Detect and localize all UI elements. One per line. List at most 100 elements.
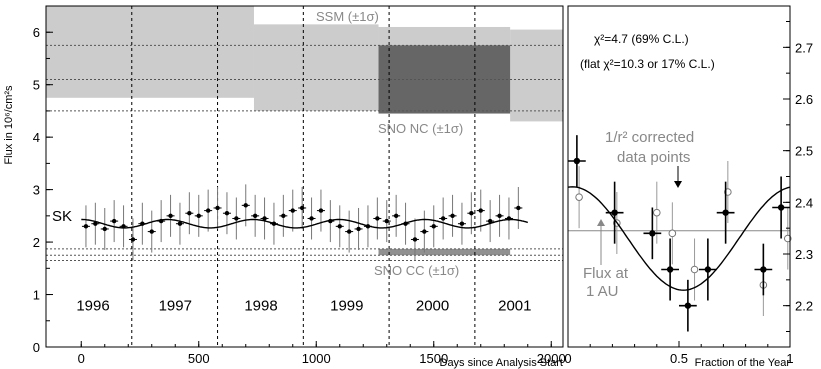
sk-phase-data-point <box>760 266 767 273</box>
sk-data-point <box>440 216 446 221</box>
sk-data-point <box>299 205 305 211</box>
sk-data-point <box>478 208 483 213</box>
y-tick-label: 1 <box>33 288 40 303</box>
sk-data-point <box>487 218 493 224</box>
flat-chi2-annotation: (flat χ²=10.3 or 17% C.L.) <box>580 57 715 71</box>
chi2-annotation: χ²=4.7 (69% C.L.) <box>594 32 689 46</box>
sk-data-point <box>149 229 154 234</box>
sk-data-point <box>450 213 455 219</box>
phase-fit-curve <box>567 186 791 291</box>
right-y-tick-label: 2.4 <box>795 195 813 210</box>
year-label: 1996 <box>76 297 109 314</box>
phase-data-points <box>568 135 792 332</box>
y-tick-label: 3 <box>33 183 40 198</box>
sk-data-point <box>516 205 521 211</box>
sk-data-point <box>422 229 427 234</box>
sk-data-point <box>187 211 192 216</box>
right-x-tick-label: 1 <box>786 351 793 366</box>
x-tick-label: 0 <box>78 351 85 366</box>
flux-au-arrow-head <box>597 219 605 226</box>
sno-cc-band <box>378 248 511 256</box>
sk-data-point <box>497 213 502 219</box>
sk-data-point <box>459 221 465 226</box>
sk-data-point <box>196 213 201 219</box>
year-label: 1999 <box>330 297 363 314</box>
y-tick-label: 5 <box>33 78 40 93</box>
sk-phase-data-point <box>684 302 692 309</box>
ssm-band-segment <box>253 24 379 111</box>
sk-data-point <box>234 216 239 221</box>
year-label: 2001 <box>498 297 531 314</box>
right-y-tick-label: 2.7 <box>795 40 813 55</box>
expected-modulation-curve <box>81 218 528 229</box>
reference-dotted-lines <box>46 6 563 347</box>
sk-data-point <box>290 208 295 213</box>
sk-data-point <box>93 221 98 226</box>
sk-data-points <box>81 184 523 261</box>
corrected-data-point <box>690 265 699 274</box>
sk-phase-data-point <box>722 209 729 216</box>
sno-cc-label: SNO CC (±1σ) <box>374 263 459 278</box>
sk-data-point <box>318 208 324 213</box>
sk-data-point <box>130 237 136 242</box>
right-x-tick-label: 0.5 <box>670 351 688 366</box>
sk-label: SK <box>52 208 72 225</box>
sk-data-point <box>412 237 418 242</box>
corrected-data-point <box>575 193 583 201</box>
sk-data-point <box>393 213 399 219</box>
sk-phase-data-point <box>666 266 674 273</box>
sk-data-point <box>205 208 211 213</box>
sk-data-point <box>252 213 258 219</box>
year-label: 1997 <box>159 297 192 314</box>
sno-nc-label: SNO NC (±1σ) <box>378 121 463 136</box>
right-y-tick-label: 2.6 <box>795 92 813 107</box>
sk-data-point <box>375 216 380 221</box>
phase-folded-panel: 0 0.5 1 2.2 2.3 2.4 2.5 2.6 2.7 χ²=4.7 (69% C.L.… <box>564 5 813 369</box>
ssm-band-segment <box>46 6 254 98</box>
sk-data-point <box>243 203 248 208</box>
sno-nc-band <box>378 45 511 114</box>
sk-phase-data-point <box>704 266 712 273</box>
x-tick-label: 1000 <box>302 351 331 366</box>
corrected-data-point <box>783 234 792 243</box>
ssm-label: SSM (±1σ) <box>316 9 379 24</box>
corrected-label-line2: data points <box>617 149 690 166</box>
sk-phase-data-point <box>611 209 618 216</box>
sk-data-point <box>356 226 361 232</box>
sk-data-point <box>224 211 230 216</box>
sk-data-point <box>431 224 436 229</box>
x-tick-label: 500 <box>188 351 210 366</box>
sk-data-point <box>309 216 314 221</box>
x-tick-label: 1500 <box>419 351 448 366</box>
x-tick-label: 2000 <box>537 351 566 366</box>
y-tick-label: 0 <box>33 340 40 355</box>
sk-phase-data-point <box>649 230 656 237</box>
x-axis-title-left: Days since Analysis Start <box>440 357 564 369</box>
x-axis-title-right: Fraction of the Year <box>695 357 791 369</box>
sk-data-point <box>346 229 352 234</box>
right-axis-ticks: 0 0.5 1 2.2 2.3 2.4 2.5 2.6 2.7 <box>564 21 813 366</box>
y-axis-title: Flux in 10⁶/cm²s <box>3 85 15 165</box>
corrected-data-point <box>668 229 677 238</box>
sk-data-point <box>102 226 107 232</box>
sk-data-point <box>215 205 220 211</box>
sk-data-point <box>281 213 286 219</box>
left-plot-frame <box>45 5 564 348</box>
sk-data-point <box>337 224 342 229</box>
sk-phase-data-point <box>573 157 581 165</box>
sk-data-point <box>469 211 474 216</box>
year-labels: 1996 1997 1998 1999 2000 2001 <box>76 297 531 314</box>
flux-au-label-line1: Flux at <box>583 265 629 282</box>
corrected-data-point <box>653 208 661 217</box>
sk-data-point <box>384 218 389 224</box>
y-tick-label: 6 <box>33 25 40 40</box>
left-axis-ticks: 0 500 1000 1500 2000 0 1 2 3 4 5 6 <box>33 5 566 366</box>
sk-data-point <box>111 218 117 224</box>
sk-data-point <box>83 224 89 229</box>
time-series-panel: 0 500 1000 1500 2000 0 1 2 3 4 5 6 SSM (±1σ) SNO NC… <box>3 5 566 369</box>
sk-data-point <box>168 213 173 219</box>
year-label: 1998 <box>244 297 277 314</box>
y-tick-label: 2 <box>33 235 40 250</box>
right-y-tick-label: 2.3 <box>795 247 813 262</box>
